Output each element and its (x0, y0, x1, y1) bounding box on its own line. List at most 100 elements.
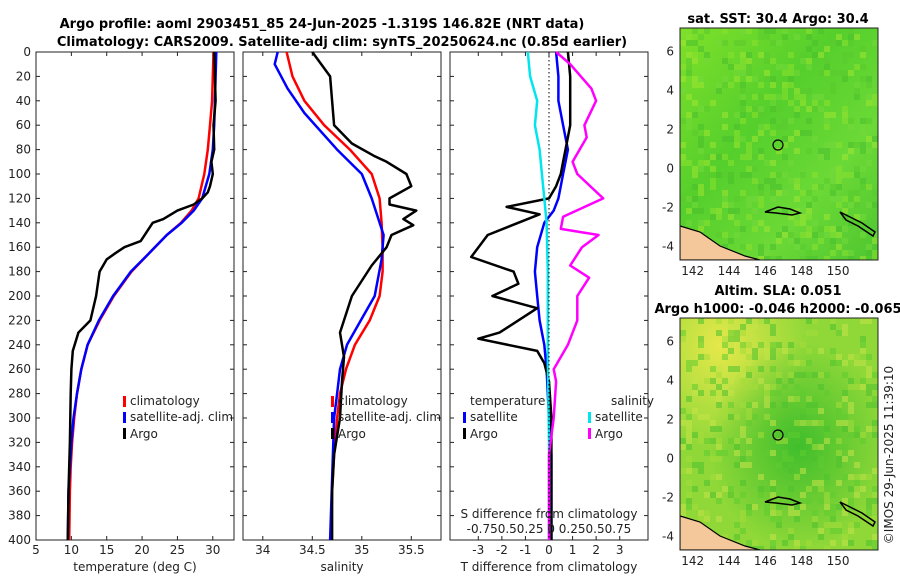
depth-tick-label: 340 (8, 460, 31, 474)
legend-argo: Argo (338, 427, 366, 441)
map-y-tick-label: 6 (666, 44, 674, 58)
imos-credit: ©IMOS 29-Jun-2025 11:39:10 (882, 366, 896, 544)
sla-map-frame (679, 317, 879, 551)
legend-s-satellite: satellite (595, 410, 643, 424)
sla-map (680, 318, 878, 550)
x-tick-label: 2 (592, 543, 600, 557)
map-y-tick-label: -4 (662, 529, 674, 543)
sst-map-title: sat. SST: 30.4 Argo: 30.4 (687, 12, 868, 27)
map-x-tick-label: 146 (754, 554, 777, 568)
legend-climatology: climatology (338, 394, 408, 408)
depth-tick-label: 0 (23, 45, 31, 59)
x-tick-label: 25 (170, 543, 185, 557)
depth-tick-label: 120 (8, 191, 31, 205)
map-y-tick-label: 6 (666, 334, 674, 348)
x-tick-label: 34 (255, 543, 270, 557)
depth-tick-label: 280 (8, 387, 31, 401)
map-y-tick-label: -2 (662, 490, 674, 504)
land-mass (680, 515, 761, 550)
map-x-tick-label: 146 (754, 264, 777, 278)
depth-tick-label: 80 (16, 143, 31, 157)
series-line-climatology (67, 51, 215, 541)
depth-tick-label: 360 (8, 484, 31, 498)
map-x-tick-label: 150 (827, 264, 850, 278)
map-x-tick-label: 144 (718, 554, 741, 568)
series-line-argo (66, 51, 217, 541)
map-y-tick-label: 2 (666, 412, 674, 426)
series-line-satellite-adj-clim (66, 51, 218, 541)
series-line-t-argo (469, 51, 572, 540)
legend-temperature-title: temperature (470, 394, 545, 408)
legend-s-argo: Argo (595, 427, 623, 441)
difference-xticks2: -0.750.50.25 0 0.250.50.75 (467, 522, 632, 536)
map-x-tick-label: 148 (790, 264, 813, 278)
depth-tick-label: 100 (8, 167, 31, 181)
x-tick-label: -1 (519, 543, 531, 557)
depth-tick-label: 300 (8, 411, 31, 425)
temperature-xlabel: temperature (deg C) (73, 560, 196, 574)
x-tick-label: 34.5 (299, 543, 326, 557)
depth-tick-label: 180 (8, 265, 31, 279)
depth-tick-label: 20 (16, 69, 31, 83)
difference-xlabel2: S difference from climatology (461, 507, 638, 521)
series-line-satellite-adj-clim (273, 51, 385, 541)
depth-tick-label: 200 (8, 289, 31, 303)
temperature-axes (35, 51, 235, 541)
x-tick-label: 3 (616, 543, 624, 557)
x-tick-label: -3 (472, 543, 484, 557)
series-line-argo (311, 51, 418, 540)
x-tick-label: 10 (64, 543, 79, 557)
map-x-tick-label: 144 (718, 264, 741, 278)
depth-tick-label: 240 (8, 338, 31, 352)
depth-tick-label: 40 (16, 94, 31, 108)
map-y-tick-label: 4 (666, 83, 674, 97)
map-x-tick-label: 148 (790, 554, 813, 568)
sst-map (680, 28, 878, 260)
map-y-tick-label: 4 (666, 373, 674, 387)
depth-tick-label: 220 (8, 313, 31, 327)
map-y-tick-label: -2 (662, 200, 674, 214)
x-tick-label: 5 (32, 543, 40, 557)
depth-tick-label: 380 (8, 509, 31, 523)
depth-tick-label: 400 (8, 533, 31, 547)
legend-satellite: satellite-adj. clim (130, 410, 233, 424)
sla-map-title-1: Altim. SLA: 0.051 (715, 284, 842, 299)
map-x-tick-label: 142 (681, 264, 704, 278)
legend-t-satellite: satellite (470, 410, 518, 424)
series-line-s-satellite (526, 51, 551, 540)
x-tick-label: 1 (569, 543, 577, 557)
series-line-climatology (285, 51, 384, 541)
x-tick-label: 20 (134, 543, 149, 557)
map-y-tick-label: 0 (666, 451, 674, 465)
x-tick-label: 15 (99, 543, 114, 557)
x-tick-label: 0 (545, 543, 553, 557)
legend-climatology: climatology (130, 394, 200, 408)
salinity-legend: climatology satellite-adj. clim Argo (331, 394, 441, 441)
figure-title-line2: Climatology: CARS2009. Satellite-adj cli… (57, 35, 627, 50)
depth-tick-label: 160 (8, 240, 31, 254)
map-y-tick-label: -4 (662, 239, 674, 253)
legend-t-argo: Argo (470, 427, 498, 441)
temperature-legend: climatology satellite-adj. clim Argo (123, 394, 233, 441)
map-x-tick-label: 150 (827, 554, 850, 568)
x-tick-label: 35 (354, 543, 369, 557)
x-tick-label: 30 (205, 543, 220, 557)
series-line-s-argo (547, 51, 605, 540)
legend-satellite: satellite-adj. clim (338, 410, 441, 424)
x-tick-label: 35.5 (398, 543, 425, 557)
salinity-axes (242, 51, 442, 541)
map-y-tick-label: 2 (666, 122, 674, 136)
sla-map-title-2: Argo h1000: -0.046 h2000: -0.065 (654, 302, 900, 317)
island-outline (839, 211, 876, 238)
difference-legend: temperature salinity satellite Argo sate… (463, 394, 654, 441)
salinity-xlabel: salinity (320, 560, 363, 574)
island-outline (839, 501, 876, 528)
sst-map-frame (679, 27, 879, 261)
difference-xlabel: T difference from climatology (460, 560, 638, 574)
island-outline (764, 206, 803, 216)
argo-float-marker (772, 429, 784, 441)
argo-float-marker (772, 139, 784, 151)
depth-tick-label: 140 (8, 216, 31, 230)
map-x-tick-label: 142 (681, 554, 704, 568)
